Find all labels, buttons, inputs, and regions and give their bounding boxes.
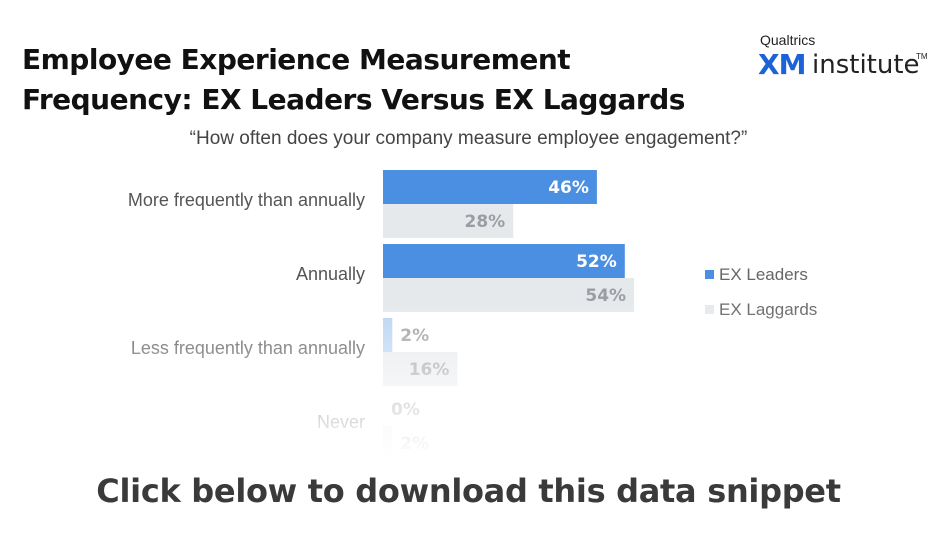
logo-xm-text: XM	[758, 48, 806, 81]
chart-title-line-1: Employee Experience Measurement	[22, 43, 571, 76]
data-label: 46%	[548, 178, 589, 198]
bar-ex-leaders	[383, 244, 625, 278]
category-label: Never	[317, 412, 365, 432]
data-label: 0%	[391, 400, 420, 420]
logo-qualtrics-text: Qualtrics	[760, 32, 816, 48]
logo-institute-text: institute	[812, 50, 920, 80]
data-label: 52%	[576, 252, 617, 272]
xm-institute-logo: Qualtrics XM institute TM	[758, 30, 930, 90]
data-label: 2%	[400, 326, 429, 346]
category-label: Annually	[296, 264, 365, 284]
chart-title-line-2: Frequency: EX Leaders Versus EX Laggards	[22, 83, 685, 116]
bar-ex-laggards	[383, 204, 514, 238]
bar-ex-leaders	[383, 318, 393, 352]
legend-swatch	[705, 270, 714, 279]
chart-question: “How often does your company measure emp…	[189, 128, 748, 149]
bar-ex-laggards	[383, 426, 393, 460]
data-label: 28%	[464, 212, 505, 232]
bar-ex-leaders	[383, 170, 597, 204]
data-label: 16%	[409, 360, 450, 380]
data-label: 54%	[585, 286, 626, 306]
legend-entry: EX Laggards	[719, 300, 817, 319]
download-cta[interactable]: Click below to download this data snippe…	[96, 472, 841, 510]
chart-title: Employee Experience Measurement Frequenc…	[22, 40, 685, 120]
bar-chart: More frequently than annually 46% 28% Annua…	[128, 170, 817, 460]
category-label: Less frequently than annually	[131, 338, 365, 358]
category-label: More frequently than annually	[128, 190, 365, 210]
legend-swatch	[705, 305, 714, 314]
legend-entry: EX Leaders	[719, 265, 808, 284]
data-label: 2%	[400, 434, 429, 454]
logo-trademark: TM	[916, 52, 928, 61]
